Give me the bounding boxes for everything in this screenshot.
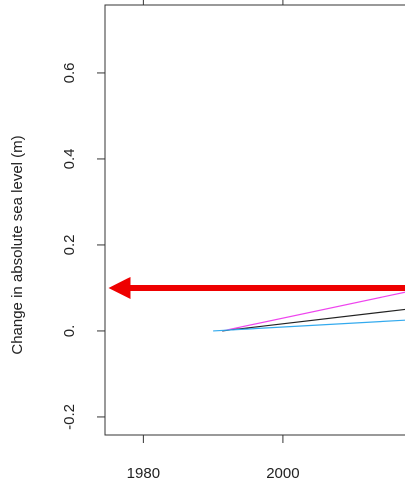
- line: [222, 291, 405, 332]
- y-tick-label: 0.6: [61, 63, 78, 84]
- plot-frame: [104, 4, 405, 436]
- y-axis-label: Change in absolute sea level (m): [9, 135, 26, 354]
- y-tick-label: 0.2: [61, 235, 78, 256]
- y-tick-label: -0.2: [61, 404, 78, 430]
- y-tick-label: 0.: [61, 325, 78, 338]
- arrow-head: [108, 276, 131, 299]
- line: [222, 308, 405, 332]
- y-tick-label: 0.4: [61, 149, 78, 170]
- x-tick-label: 2000: [266, 465, 299, 482]
- line: [213, 319, 405, 332]
- x-tick-label: 1980: [127, 465, 160, 482]
